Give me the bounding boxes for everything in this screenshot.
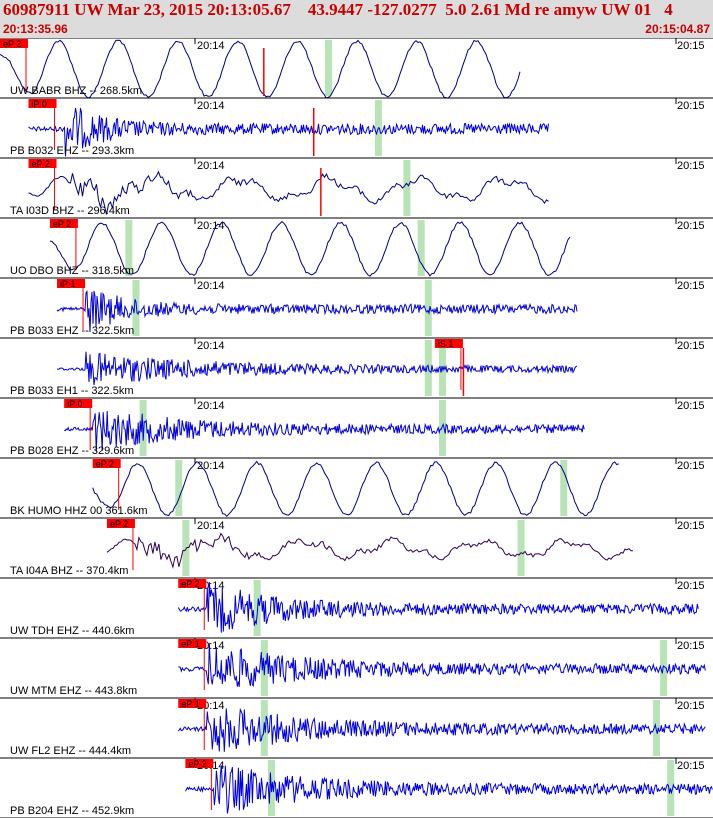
pick-label: iP 0 [32,99,47,109]
station-label: PB B028 EHZ -- 329.6km [10,445,134,457]
pick-flag [178,639,207,648]
station-label: BK HUMO HHZ 00 361.6km [10,505,148,517]
green-highlight [439,400,447,456]
pick-flag [64,399,93,408]
waveform-trace [57,351,578,386]
pick-flag [434,339,463,348]
event-title: 60987911 UW Mar 23, 2015 20:13:05.67 43.… [3,0,673,19]
waveform-trace [49,220,571,277]
pick-label: eP 2 [32,159,50,169]
waveform-trace [28,107,549,157]
tick-label-2014: 20:14 [197,40,225,52]
station-label: TA I04A BHZ -- 370.4km [10,565,128,577]
waveform-trace [106,532,634,569]
waveform-trace [177,707,706,752]
waveform-trace [184,765,713,814]
tick-label-2015: 20:15 [677,220,705,232]
tick-label-2015: 20:15 [677,100,705,112]
pick-label: iS 1 [438,339,454,349]
tick-label-2015: 20:15 [677,580,705,592]
green-highlight [667,760,675,816]
green-highlight [652,700,660,756]
station-label: PB B033 EH1 -- 322.5km [10,385,134,397]
tick-label-2015: 20:15 [677,340,705,352]
waveform-trace [178,642,706,688]
pick-label: eP 2 [96,459,114,469]
waveform-trace [0,39,521,99]
pick-flag [185,759,214,768]
pick-flag [178,579,207,588]
pick-flag [0,39,28,48]
station-label: UW BABR BHZ -- 268.5km [10,85,142,97]
pick-flag [49,219,78,228]
tick-label-2015: 20:15 [677,640,705,652]
tick-label-2015: 20:15 [677,700,705,712]
station-label: PB B032 EHZ -- 293.3km [10,145,134,157]
event-header: 60987911 UW Mar 23, 2015 20:13:05.67 43.… [0,0,713,38]
tick-label-2014: 20:14 [197,160,225,172]
station-label: UO DBO BHZ -- 318.5km [10,265,134,277]
pick-label: eP 1 [181,699,199,709]
tick-label-2015: 20:15 [677,160,705,172]
green-highlight [324,40,332,96]
tick-label-2015: 20:15 [677,40,705,52]
pick-label: iP 0 [67,399,82,409]
green-highlight [175,460,183,516]
station-label: UW FL2 EHZ -- 444.4km [10,745,131,757]
station-label: TA I03D BHZ -- 296.4km [10,205,130,217]
waveform-trace [28,170,549,215]
green-highlight [125,220,133,276]
station-label: UW MTM EHZ -- 443.8km [10,685,137,697]
seismogram-panel[interactable]: 20:14 20:15 eP 2 UW BABR BHZ -- 268.5km 20:1… [0,38,713,818]
station-label: PB B204 EHZ -- 452.9km [10,805,134,817]
tick-label-2014: 20:14 [197,520,225,532]
station-label: UW TDH EHZ -- 440.6km [10,625,134,637]
waveform-trace [64,410,585,452]
pick-flag [178,699,207,708]
tick-label-2015: 20:15 [677,520,705,532]
tick-label-2014: 20:14 [197,340,225,352]
tick-label-2014: 20:14 [197,280,225,292]
tick-label-2015: 20:15 [677,280,705,292]
pick-flag [28,159,57,168]
tick-label-2015: 20:15 [677,760,705,772]
green-highlight [560,460,568,516]
pick-label: eP 2 [53,219,71,229]
tick-label-2015: 20:15 [677,460,705,472]
station-label: PB B033 EHZ -- 322.5km [10,325,134,337]
green-highlight [517,520,525,576]
waveform-trace [92,460,619,518]
tick-label-2014: 20:14 [197,220,225,232]
waveform-trace [56,290,578,333]
pick-flag [57,279,86,288]
green-highlight [660,640,668,696]
pick-label: eP 1 [181,639,199,649]
pick-label: eP 2 [181,579,199,589]
pick-label: eP 2 [188,759,206,769]
green-highlight [182,520,190,576]
green-highlight [424,280,432,336]
pick-flag [92,459,121,468]
tick-label-2015: 20:15 [677,400,705,412]
tick-label-2014: 20:14 [197,400,225,412]
end-time: 20:15:04.87 [645,22,710,36]
pick-flag [106,519,135,528]
pick-label: iP 1 [60,279,75,289]
green-highlight [403,160,411,216]
start-time: 20:13:35.96 [3,22,68,36]
pick-label: eP 2 [3,39,21,49]
green-highlight [417,220,425,276]
waveform-trace [177,581,699,633]
pick-label: eP 2 [110,519,128,529]
green-highlight [132,280,140,336]
tick-label-2014: 20:14 [197,100,225,112]
pick-flag [28,99,57,108]
